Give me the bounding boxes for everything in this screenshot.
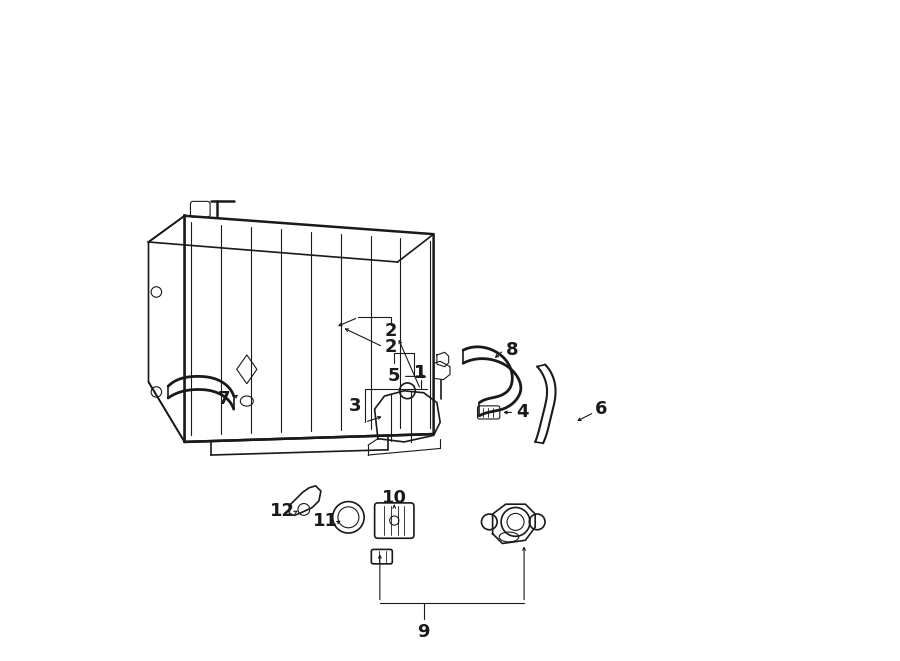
Text: 1: 1 [414,364,427,382]
Text: 6: 6 [595,400,607,418]
Text: 11: 11 [313,512,338,529]
Text: 8: 8 [506,341,518,359]
Text: 5: 5 [388,368,400,385]
Text: 2: 2 [385,321,397,340]
Text: 1: 1 [414,364,427,382]
Text: 9: 9 [418,623,430,641]
Text: 10: 10 [382,488,407,506]
Text: 7: 7 [218,391,230,408]
Text: 2: 2 [385,338,397,356]
Text: 12: 12 [270,502,295,520]
Text: 3: 3 [348,397,361,415]
Text: 4: 4 [516,403,528,422]
